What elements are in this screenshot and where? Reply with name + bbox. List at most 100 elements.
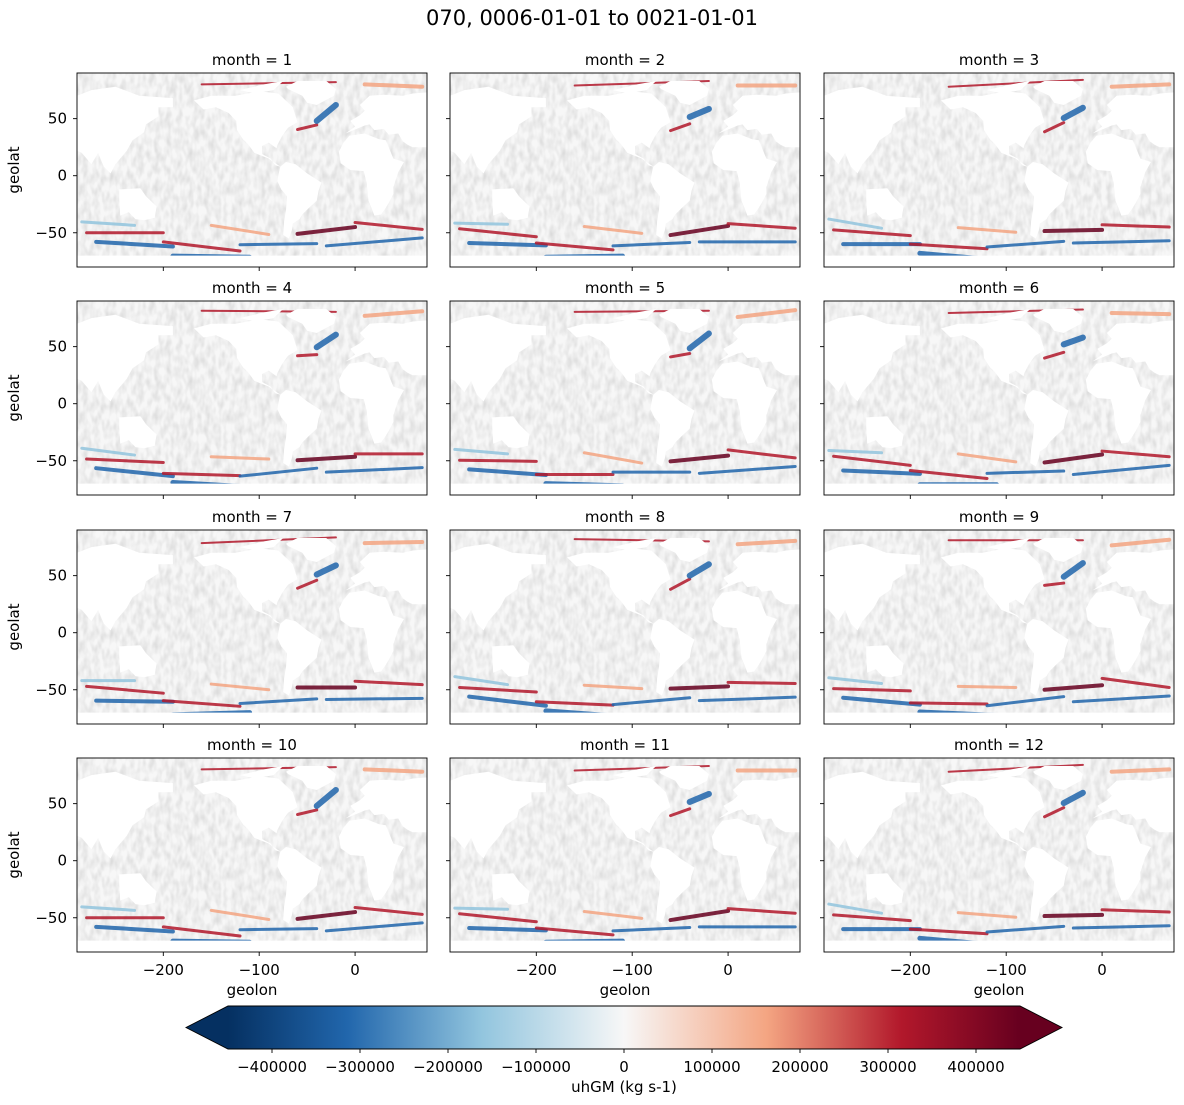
y-tick-label: −50 bbox=[35, 909, 67, 927]
field-streak bbox=[161, 925, 242, 938]
field-streak bbox=[467, 926, 548, 933]
field-streak bbox=[80, 446, 137, 457]
field-streak bbox=[956, 911, 1018, 919]
greenland-landmask bbox=[1033, 309, 1083, 333]
panel-title: month = 1 bbox=[212, 51, 292, 69]
field-streak bbox=[209, 455, 271, 461]
eurasia-landmask bbox=[718, 320, 800, 376]
field-streak bbox=[80, 905, 137, 912]
panel-title: month = 12 bbox=[954, 736, 1044, 754]
field-streak bbox=[735, 538, 798, 547]
figure-title: 070, 0006-01-01 to 0021-01-01 bbox=[426, 6, 758, 30]
south-america-landmask bbox=[650, 162, 695, 239]
field-streak bbox=[296, 578, 319, 590]
north-america-landmask bbox=[941, 91, 1045, 167]
east-asia-landmask bbox=[824, 543, 920, 631]
panel-frame bbox=[823, 300, 1175, 496]
north-america-landmask bbox=[194, 319, 298, 395]
field-streak bbox=[313, 562, 339, 578]
field-streak bbox=[1071, 239, 1171, 245]
y-tick-label: 50 bbox=[48, 110, 67, 128]
field-streak bbox=[296, 353, 319, 358]
field-streak bbox=[697, 695, 797, 703]
x-tick-label: −100 bbox=[986, 961, 1027, 979]
field-features bbox=[824, 78, 1174, 267]
australia-landmask bbox=[492, 416, 530, 449]
field-streak bbox=[582, 683, 644, 691]
field-streak bbox=[362, 767, 425, 774]
field-streak bbox=[161, 240, 242, 253]
north-america-landmask bbox=[941, 548, 1045, 624]
australia-landmask bbox=[119, 645, 157, 678]
africa-landmask bbox=[1085, 133, 1151, 216]
east-asia-landmask bbox=[77, 314, 173, 402]
field-streak bbox=[353, 679, 424, 687]
y-axis-label: geolat bbox=[5, 374, 23, 421]
field-streak bbox=[908, 468, 989, 480]
facet-panel: month = 12 −200 −100 0 geolon bbox=[820, 736, 1175, 999]
field-streak bbox=[85, 457, 165, 464]
field-streak bbox=[832, 228, 912, 238]
australia-landmask bbox=[492, 873, 530, 906]
panel-title: month = 8 bbox=[585, 508, 665, 526]
field-streak bbox=[582, 224, 644, 235]
colorbar-label: uhGM (kg s-1) bbox=[571, 1078, 677, 1096]
antarctica-landmask bbox=[824, 255, 1174, 267]
field-streak bbox=[458, 685, 538, 694]
panel-frame bbox=[449, 300, 801, 496]
colorbar-tick-label: 300000 bbox=[859, 1058, 916, 1076]
field-streak bbox=[947, 763, 1084, 773]
field-streak bbox=[313, 101, 339, 124]
north-america-landmask bbox=[194, 91, 298, 167]
africa-landmask bbox=[1085, 361, 1151, 444]
x-axis-label: geolon bbox=[227, 981, 278, 999]
eurasia-landmask bbox=[345, 92, 427, 148]
panel-frame bbox=[76, 529, 428, 725]
field-streak bbox=[956, 452, 1018, 464]
y-tick-label: 0 bbox=[57, 852, 67, 870]
facet-panel: month = 1 50 0 −50 geolat bbox=[5, 51, 428, 271]
eurasia-landmask bbox=[345, 777, 427, 833]
africa-landmask bbox=[338, 818, 404, 901]
field-streak bbox=[295, 454, 358, 463]
field-streak bbox=[1109, 537, 1172, 548]
field-streak bbox=[985, 695, 1066, 708]
australia-landmask bbox=[866, 416, 904, 449]
australia-landmask bbox=[119, 188, 157, 221]
facet-panel: month = 10 −200 −100 0 50 0 −50 geolon geolat bbox=[5, 736, 428, 999]
panel-frame bbox=[76, 757, 428, 953]
eurasia-landmask bbox=[1092, 777, 1174, 833]
field-streak bbox=[985, 924, 1066, 934]
facet-panel: month = 8 bbox=[446, 508, 801, 728]
arctic-islands-landmask bbox=[987, 766, 1031, 779]
arctic-islands-landmask bbox=[987, 309, 1031, 322]
field-streak bbox=[668, 684, 731, 691]
field-features bbox=[77, 81, 427, 267]
africa-landmask bbox=[1085, 818, 1151, 901]
field-streak bbox=[362, 309, 425, 318]
field-streak bbox=[1100, 449, 1171, 459]
field-streak bbox=[1060, 789, 1086, 807]
australia-landmask bbox=[119, 873, 157, 906]
south-america-landmask bbox=[277, 847, 322, 924]
panel-title: month = 2 bbox=[585, 51, 665, 69]
y-axis-label: geolat bbox=[5, 603, 23, 650]
field-streak bbox=[1100, 908, 1171, 914]
colorbar-extend-min bbox=[186, 1006, 228, 1049]
field-streak bbox=[1071, 924, 1171, 930]
australia-landmask bbox=[492, 645, 530, 678]
field-streak bbox=[611, 696, 692, 707]
colorbar-extend-max bbox=[1020, 1006, 1062, 1049]
y-axis-label: geolat bbox=[5, 831, 23, 878]
africa-landmask bbox=[711, 590, 777, 673]
facet-panel: month = 5 bbox=[446, 279, 801, 499]
field-streak bbox=[467, 241, 548, 248]
x-axis-label: geolon bbox=[600, 981, 651, 999]
east-asia-landmask bbox=[77, 543, 173, 631]
field-streak bbox=[1043, 121, 1066, 134]
south-america-landmask bbox=[650, 619, 695, 696]
field-streak bbox=[1060, 560, 1086, 580]
north-america-landmask bbox=[941, 776, 1045, 852]
field-streak bbox=[908, 701, 989, 706]
